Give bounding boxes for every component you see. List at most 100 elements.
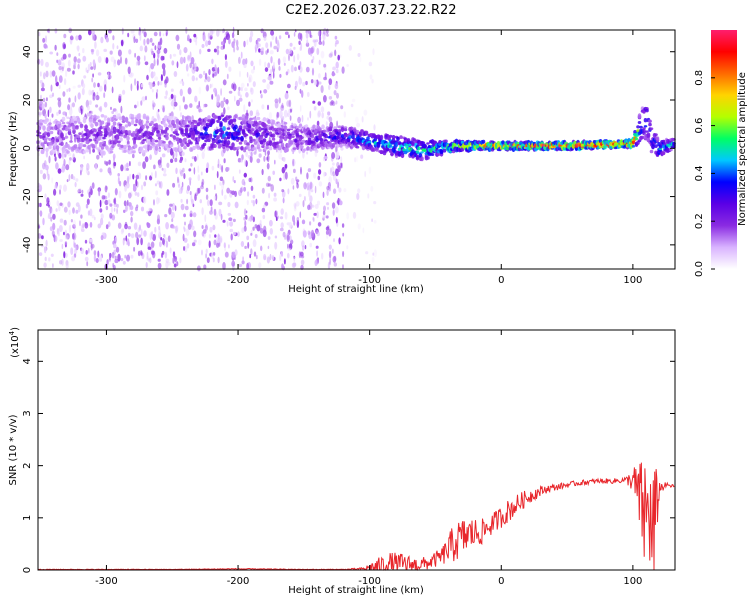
spectrogram-band-mark (603, 145, 607, 150)
spectrogram-speckle (221, 165, 224, 173)
spectrogram-speckle (333, 255, 337, 262)
spectrogram-speckle (300, 251, 304, 257)
spectrogram-band-mark (82, 144, 87, 148)
spectrogram-speckle (356, 122, 361, 128)
spectrogram-speckle (342, 250, 345, 258)
spectrogram-speckle (134, 52, 136, 58)
spectrogram-band-mark (126, 135, 130, 141)
spectrogram-speckle (39, 80, 43, 84)
spectrogram-speckle (205, 248, 208, 254)
spectrogram-speckle (296, 220, 300, 228)
spectrogram-band-mark (69, 140, 73, 143)
spectrogram-speckle (282, 232, 286, 238)
snr-y-tick-label: 1 (22, 515, 33, 521)
spectrogram-speckle (240, 51, 243, 59)
spectrogram-speckle (123, 200, 127, 207)
snr-multiplier-label: (x104) (8, 327, 21, 358)
spectrogram-band-mark (229, 146, 234, 150)
spectrogram-speckle (219, 163, 222, 170)
spectrogram-speckle (302, 200, 305, 208)
spectrogram-speckle (155, 92, 158, 99)
spectrogram-speckle (182, 96, 185, 103)
spectrogram-band-mark (178, 146, 183, 152)
spectrogram-speckle (318, 181, 323, 187)
spectrogram-speckle (57, 168, 62, 174)
spectrogram-speckle (314, 185, 317, 194)
spectrogram-speckle (52, 213, 56, 220)
spectrogram-speckle (112, 35, 115, 41)
spectrogram-band-mark (61, 121, 66, 125)
spectrogram-speckle (113, 207, 116, 212)
spectrogram-band-mark (226, 136, 231, 140)
spectrogram-speckle (334, 206, 339, 214)
spectrogram-speckle (230, 233, 233, 241)
spectrogram-band-mark (133, 144, 138, 148)
spectrogram-speckle (306, 39, 309, 45)
spectrogram-speckle (143, 55, 146, 62)
spectrogram-band-mark (444, 139, 448, 143)
spectrogram-speckle (84, 239, 88, 244)
spectrogram-speckle (360, 154, 364, 159)
spectrogram-speckle (250, 87, 254, 95)
spectrogram-speckle (136, 100, 139, 108)
spectrogram-speckle (173, 105, 176, 110)
spectrogram-speckle (140, 237, 143, 246)
spectrogram-band-mark (175, 133, 180, 136)
spectrogram-speckle (68, 159, 71, 166)
spectrogram-speckle (320, 50, 325, 59)
spectrogram-band-mark (244, 115, 249, 119)
spectrogram-speckle (296, 53, 300, 61)
spectrogram-speckle (281, 263, 284, 270)
spectrogram-speckle (207, 48, 211, 53)
spectrogram-band-mark (207, 119, 211, 123)
spectrogram-speckle (40, 94, 42, 100)
spectrogram-speckle (94, 41, 97, 49)
spectrogram-speckle (245, 92, 249, 98)
spectrogram-band-mark (133, 136, 138, 141)
spectrogram-speckle (157, 116, 162, 123)
spectrogram-speckle (183, 47, 188, 54)
spectrogram-speckle (127, 226, 132, 230)
spectrogram-speckle (92, 73, 94, 78)
spectrogram-band-mark (141, 124, 145, 130)
spectrogram-band-mark (634, 137, 639, 141)
spectrogram-speckle (112, 153, 116, 160)
spectrogram-speckle (267, 175, 271, 182)
spectrogram-speckle (246, 39, 249, 46)
spectrogram-speckle (346, 212, 350, 220)
spectrogram-speckle (222, 219, 226, 223)
spectrogram-band-mark (57, 123, 61, 129)
spectrogram-band-mark (123, 144, 127, 150)
spectrogram-speckle (307, 204, 311, 211)
spectrogram-speckle (70, 103, 73, 111)
spectrogram-speckle (38, 111, 42, 116)
spectrogram-speckle (50, 84, 53, 92)
spectrogram-speckle (231, 83, 235, 90)
spectrogram-speckle (247, 241, 250, 249)
spectrogram-speckle (166, 162, 170, 168)
spectrogram-speckle (186, 243, 190, 249)
spectrogram-speckle (214, 184, 216, 190)
spectrogram-band-mark (391, 135, 396, 140)
spectrogram-speckle (162, 56, 165, 61)
spectrogram-band-mark (337, 125, 342, 129)
spectrogram-band-mark (198, 118, 202, 122)
spectrogram-speckle (214, 234, 217, 238)
spectrogram-band-mark (661, 151, 666, 156)
spectrogram-speckle (56, 52, 59, 56)
spectrogram-speckle (169, 247, 172, 254)
spectrogram-band-mark (376, 143, 381, 148)
spectrogram-speckle (85, 203, 89, 209)
spectrogram-speckle (368, 61, 373, 67)
spectrogram-band-mark (420, 156, 424, 162)
spectrogram-speckle (61, 62, 65, 70)
spectrogram-speckle (67, 104, 71, 111)
spectrogram-speckle (296, 217, 300, 223)
spectrogram-band-mark (508, 146, 513, 151)
spectrogram-speckle (145, 95, 147, 101)
spectrogram-speckle (48, 257, 51, 262)
colorbar-tick-label: 0.8 (694, 70, 705, 86)
spectrogram-speckle (183, 173, 186, 180)
spectrogram-speckle (220, 213, 223, 221)
